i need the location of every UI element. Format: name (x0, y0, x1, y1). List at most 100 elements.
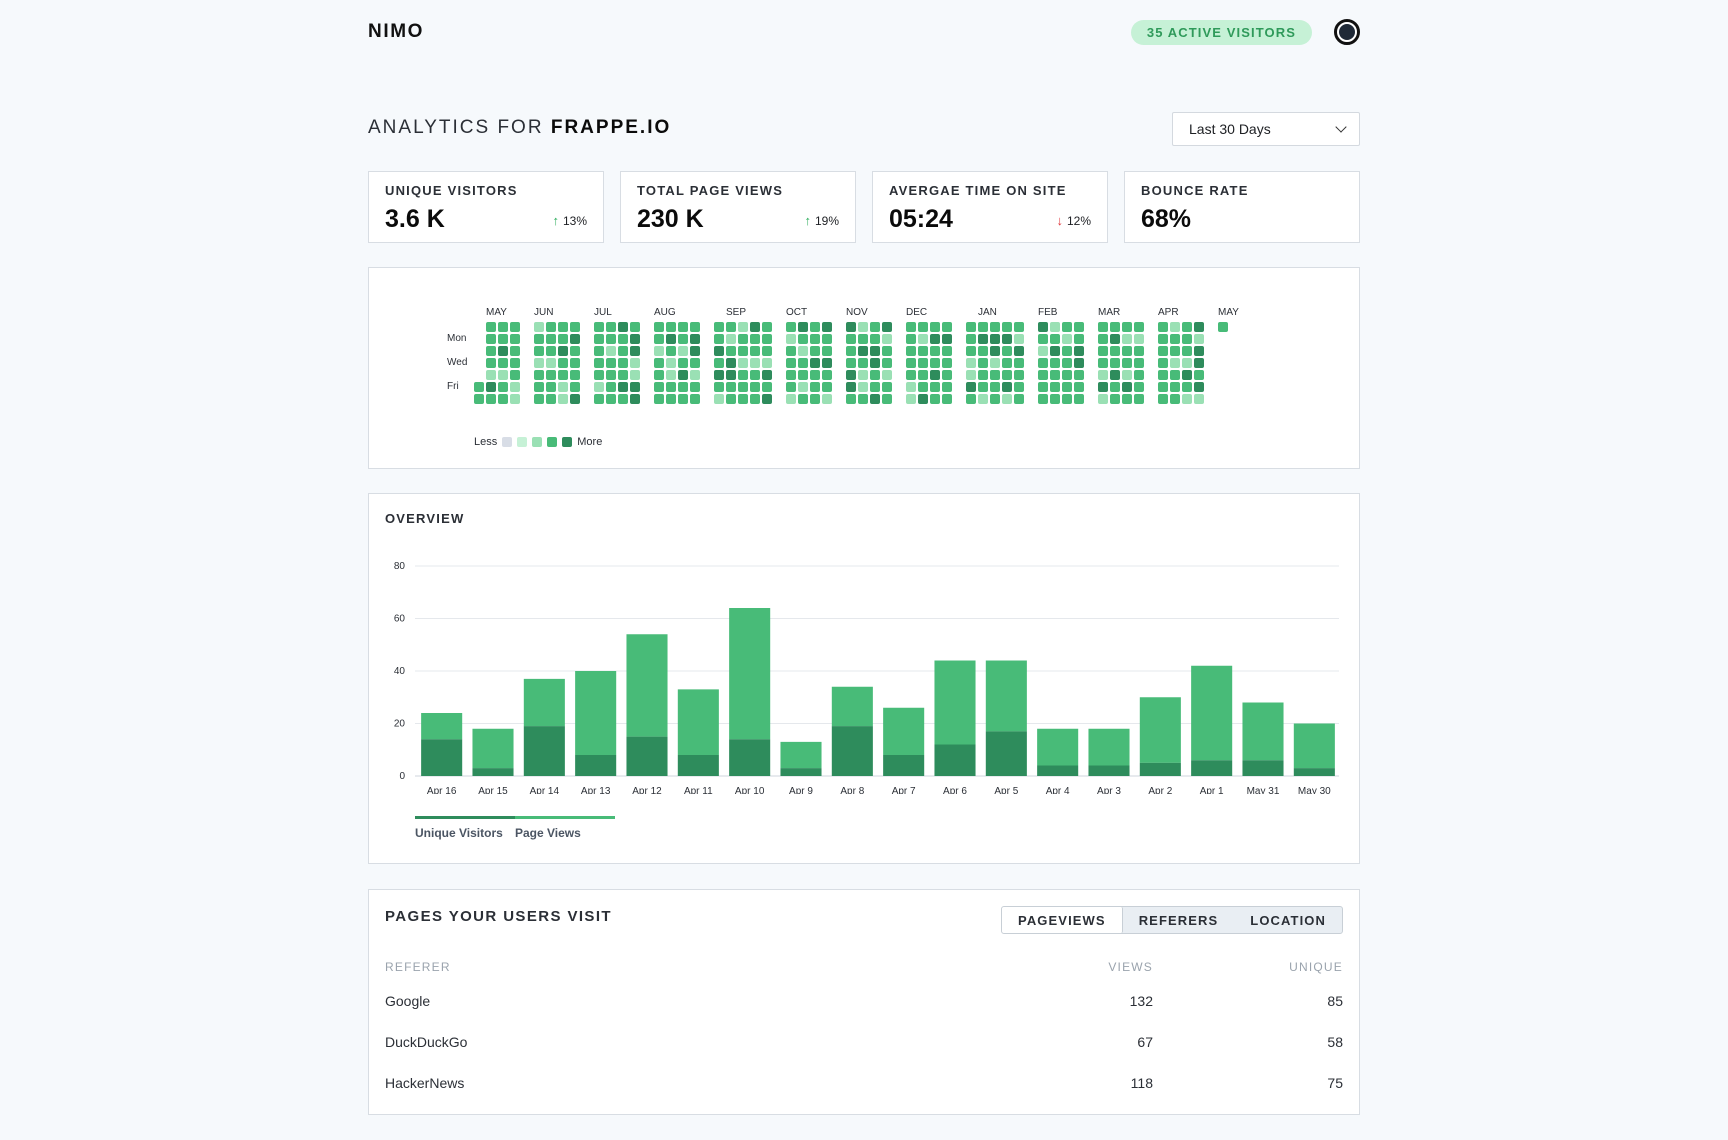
legend-unique-visitors[interactable]: Unique Visitors (415, 816, 515, 840)
heatmap-cell (1158, 382, 1168, 392)
heatmap-cell (1170, 322, 1180, 332)
bar-page-views (780, 741, 822, 769)
bar-page-views (1293, 723, 1335, 769)
x-tick-label: Apr 16 (427, 786, 457, 794)
heatmap-cell (1098, 370, 1108, 380)
circle-toggle-icon[interactable] (1334, 19, 1360, 45)
tab-location[interactable]: LOCATION (1250, 912, 1326, 928)
heatmap-cell (942, 394, 952, 404)
heatmap-cell (558, 346, 568, 356)
heatmap-cell (486, 370, 496, 380)
x-tick-label: Apr 11 (684, 786, 713, 794)
heatmap-cell (882, 370, 892, 380)
heatmap-day-label: Wed (447, 357, 468, 368)
heatmap-cell (1014, 358, 1024, 368)
heatmap-cell (1194, 370, 1204, 380)
stat-value: 05:24 (889, 205, 953, 233)
heatmap-cell (990, 346, 1000, 356)
legend-swatch (532, 437, 543, 447)
pages-title: PAGES YOUR USERS VISIT (385, 908, 612, 925)
overview-bar-chart: 0 20 40 60 80 Apr 16 Apr 15 Apr 14 Apr 13 Apr 12 A… (394, 561, 1339, 794)
heatmap-cell (918, 382, 928, 392)
heatmap-cell (678, 394, 688, 404)
stat-value: 3.6 K (385, 205, 445, 233)
heatmap-cell (498, 322, 508, 332)
heatmap-cell (498, 382, 508, 392)
table-row[interactable]: HackerNews 118 75 (385, 1075, 1343, 1095)
y-tick-label: 60 (394, 614, 406, 625)
heatmap-cell (1062, 346, 1072, 356)
heatmap-cell (1074, 370, 1084, 380)
heatmap-cell (1050, 382, 1060, 392)
heatmap-cell (726, 394, 736, 404)
table-row[interactable]: DuckDuckGo 67 58 (385, 1034, 1343, 1054)
bar-page-views (1242, 702, 1284, 761)
heatmap-cell (858, 322, 868, 332)
table-row[interactable]: Google 132 85 (385, 993, 1343, 1013)
heatmap-cell (1038, 358, 1048, 368)
heatmap-cell (666, 358, 676, 368)
heatmap-cell (690, 334, 700, 344)
heatmap-cell (606, 394, 616, 404)
heatmap-cell (654, 322, 664, 332)
heatmap-cell (870, 370, 880, 380)
heatmap-cell (990, 358, 1000, 368)
heatmap-month-label: SEP (726, 307, 747, 318)
bar-page-views (934, 660, 976, 745)
heatmap-cell (918, 334, 928, 344)
heatmap-cell (618, 334, 628, 344)
heatmap-cell (942, 322, 952, 332)
heatmap-cell (1062, 334, 1072, 344)
heatmap-cell (1110, 370, 1120, 380)
heatmap-cell (762, 346, 772, 356)
brand-logo[interactable]: NIMO (368, 21, 425, 42)
bar-unique-visitors (626, 736, 668, 776)
heatmap-month-label: JUL (594, 307, 612, 318)
legend-page-views[interactable]: Page Views (515, 816, 615, 840)
bar-page-views (1037, 728, 1079, 766)
heatmap-cell (858, 334, 868, 344)
heatmap-month-label: DEC (906, 307, 928, 318)
heatmap-cell (738, 382, 748, 392)
bar-page-views (1088, 728, 1130, 766)
heatmap-cell (510, 382, 520, 392)
heatmap-cell (510, 322, 520, 332)
heatmap-cell (534, 358, 544, 368)
heatmap-cell (786, 322, 796, 332)
heatmap-cell (1110, 382, 1120, 392)
heatmap-cell (594, 334, 604, 344)
heatmap-cell (1062, 394, 1072, 404)
heatmap-cell (1098, 382, 1108, 392)
heatmap-cell (858, 382, 868, 392)
legend-swatch (562, 437, 573, 447)
heatmap-cell (606, 370, 616, 380)
heatmap-cell (1098, 346, 1108, 356)
overview-card: OVERVIEW 0 20 40 60 80 Apr 16 Apr 15 Apr 14 Apr … (368, 493, 1360, 864)
heatmap-cell (1050, 346, 1060, 356)
heatmap-cell (810, 334, 820, 344)
stat-change: ↑ 19% (804, 213, 839, 228)
heatmap-cell (1002, 346, 1012, 356)
heatmap-cell (570, 358, 580, 368)
heatmap-cell (558, 370, 568, 380)
bar-page-views (729, 608, 771, 740)
heatmap-cell (762, 358, 772, 368)
heatmap-cell (1002, 322, 1012, 332)
heatmap-cell (630, 346, 640, 356)
heatmap-cell (1074, 322, 1084, 332)
heatmap-cell (918, 370, 928, 380)
heatmap-cell (882, 322, 892, 332)
heatmap-cell (1074, 382, 1084, 392)
heatmap-cell (930, 394, 940, 404)
active-visitors-badge: 35 ACTIVE VISITORS (1130, 19, 1312, 45)
heatmap-month-label: MAR (1098, 307, 1121, 318)
tab-referers[interactable]: REFERERS (1138, 912, 1219, 928)
tab-pageviews[interactable]: PAGEVIEWS (1002, 907, 1123, 933)
heatmap-cell (1050, 334, 1060, 344)
heatmap-cell (666, 394, 676, 404)
heatmap-cell (990, 370, 1000, 380)
stat-label: TOTAL PAGE VIEWS (637, 183, 784, 198)
heatmap-cell (1098, 334, 1108, 344)
heatmap-cell (618, 370, 628, 380)
date-range-select[interactable]: Last 30 Days (1172, 112, 1360, 146)
